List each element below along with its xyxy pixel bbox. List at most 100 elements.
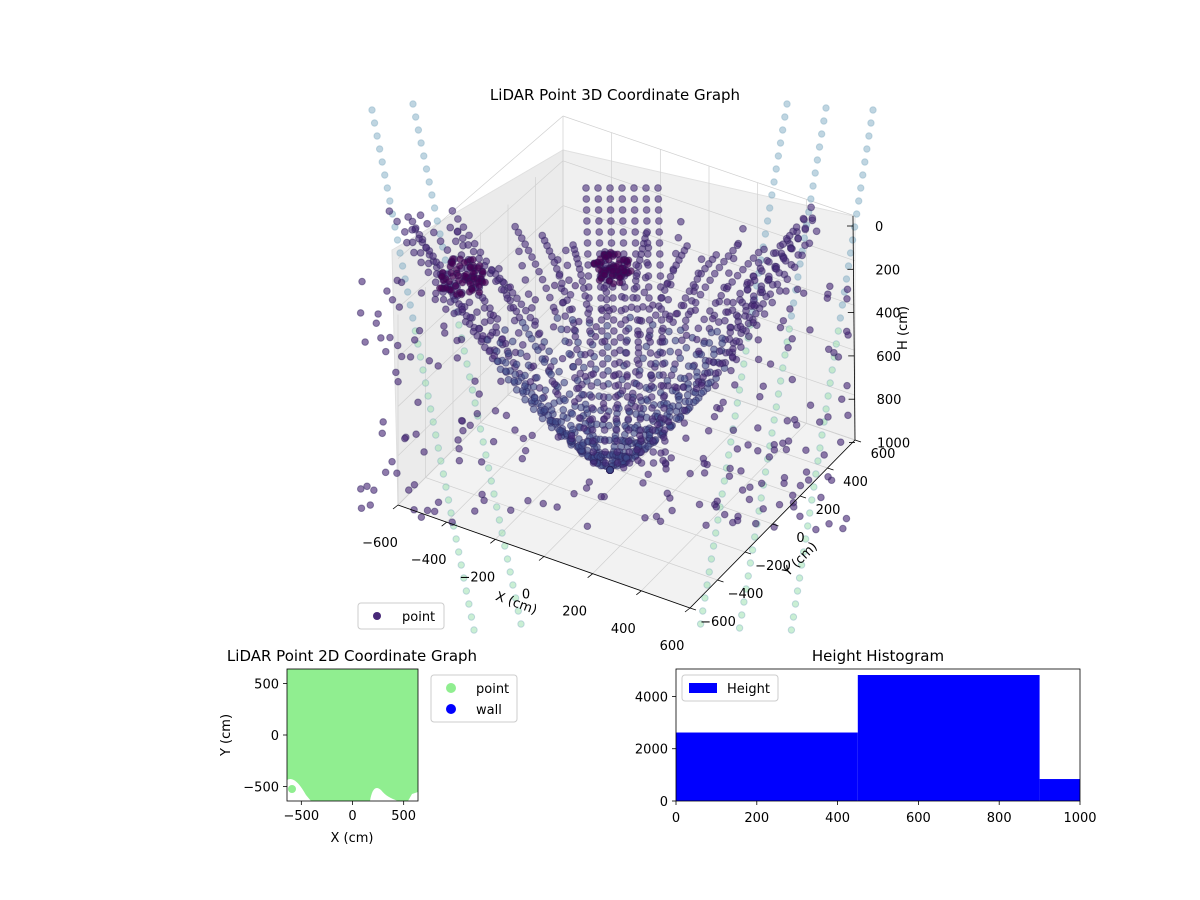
column-point (585, 294, 593, 302)
spoke-point (501, 358, 510, 367)
spoke-point (538, 275, 547, 284)
spoke-point (453, 215, 462, 223)
scatter-point (745, 495, 754, 504)
spoke-point (429, 228, 438, 237)
scatter-point (404, 486, 413, 494)
outer-point (794, 273, 802, 281)
scatter-point (392, 368, 400, 377)
spoke-point (424, 268, 433, 277)
spoke-point (465, 298, 474, 307)
column-point (587, 382, 596, 390)
spoke-point (606, 466, 614, 474)
scatter-point (589, 370, 598, 378)
outer-point (761, 468, 770, 476)
scatter-point (366, 501, 375, 509)
column-point (583, 228, 592, 236)
outer-point (378, 158, 386, 166)
column-point (630, 206, 639, 214)
spoke-point (540, 338, 549, 346)
scatter-point (817, 493, 825, 502)
spoke-point (520, 382, 529, 390)
spoke-point (531, 260, 540, 268)
scatter-point (521, 446, 530, 455)
outer-point (869, 106, 877, 114)
scatter-point (834, 353, 843, 361)
outer-point (832, 340, 840, 348)
scatter-point (705, 357, 713, 365)
column-point (644, 261, 652, 269)
spoke-point (478, 293, 487, 302)
spoke-point (792, 223, 801, 232)
histogram-x-tick-label: 1000 (1063, 811, 1096, 826)
scatter-point (634, 330, 642, 339)
spoke-point (676, 354, 685, 363)
scatter-point (737, 467, 745, 475)
column-point (594, 206, 603, 214)
spoke-point (785, 231, 794, 240)
outer-point (432, 431, 440, 439)
scatter-point (501, 339, 510, 348)
outer-point (426, 405, 435, 413)
outer-point (779, 364, 787, 372)
spoke-point (515, 247, 523, 256)
spoke-point (408, 238, 417, 247)
scatter-point (704, 427, 713, 435)
column-point (634, 360, 643, 368)
scatter-point (475, 390, 483, 398)
outer-point (383, 184, 391, 192)
spoke-point (672, 414, 681, 423)
outer-point (863, 145, 871, 153)
outer-point (824, 392, 832, 400)
legend-3d-label-point: point (402, 610, 435, 625)
scatter-point (775, 500, 784, 509)
cluster-point (466, 279, 475, 288)
spoke-point (538, 231, 547, 240)
scatter-point (583, 522, 592, 531)
scatter-point (529, 362, 538, 370)
scatter-point (765, 453, 774, 461)
scatter-point (553, 503, 561, 511)
spoke-point (724, 252, 733, 260)
column-point (595, 239, 604, 247)
outer-point (442, 483, 450, 491)
scatter-point (842, 514, 851, 523)
scatter-point (759, 505, 768, 513)
outer-point (735, 386, 744, 394)
outer-point (471, 399, 479, 407)
spoke-point (745, 313, 754, 322)
spoke-point (760, 245, 768, 254)
spoke-point (620, 430, 629, 439)
spoke-point (530, 393, 539, 402)
scatter-point (582, 484, 591, 492)
scatter-point (759, 382, 768, 391)
outer-point (733, 399, 742, 407)
legend-histogram-label: Height (727, 682, 770, 697)
scatter-point (410, 336, 419, 344)
x-tick (441, 521, 447, 527)
column-point (588, 404, 596, 412)
outer-point (768, 429, 776, 437)
scatter-point (414, 398, 422, 407)
scatter-point (605, 306, 614, 315)
spoke-point (765, 257, 773, 266)
column-point (649, 459, 658, 467)
column-point (654, 184, 662, 192)
cluster-point (613, 250, 622, 259)
spoke-point (569, 241, 577, 249)
column-point (610, 327, 618, 335)
spoke-point (560, 287, 569, 296)
scatter-point (400, 434, 409, 443)
outer-point (506, 568, 514, 576)
chart-2d-x-tick-label: 0 (348, 809, 356, 824)
scatter-point (386, 333, 394, 342)
outer-point (797, 561, 806, 569)
scatter-point (757, 479, 766, 488)
spoke-point (424, 259, 433, 268)
outer-point (740, 598, 748, 606)
outer-point (861, 158, 869, 166)
column-point (619, 239, 628, 247)
spoke-point (561, 246, 570, 255)
scatter-point (716, 359, 724, 368)
spoke-point (574, 357, 583, 366)
x-tick-label: −600 (362, 536, 398, 551)
